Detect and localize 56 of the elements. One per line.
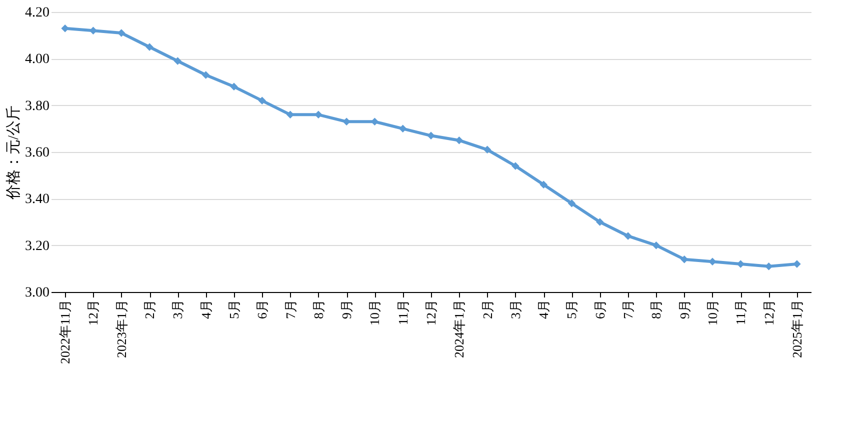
y-tick-label: 3.60: [25, 146, 50, 160]
y-tick-label: 4.00: [25, 52, 50, 68]
x-tick-label: 2023年1月: [114, 300, 129, 358]
point: [455, 136, 464, 144]
point: [342, 118, 350, 126]
point: [512, 162, 520, 170]
y-tick-label: 3.00: [25, 286, 50, 300]
x-tick-label: 3月: [508, 300, 523, 319]
point: [624, 232, 632, 240]
x-tick-label: 5月: [564, 300, 580, 319]
point: [427, 132, 435, 140]
x-tick-label: 10月: [704, 300, 720, 326]
point: [708, 258, 716, 266]
point: [146, 43, 154, 51]
x-tick-label: 8月: [310, 300, 326, 319]
x-tick-label: 12月: [86, 300, 101, 326]
y-axis-title: 价格：元/公斤: [5, 105, 22, 201]
x-tick-label: 6月: [254, 300, 270, 319]
point: [398, 124, 407, 133]
point: [314, 110, 322, 119]
x-tick-label: 6月: [592, 300, 608, 319]
x-tick-label: 3月: [170, 300, 186, 319]
x-tick-label: 7月: [620, 300, 636, 319]
x-tick-label: 12月: [761, 300, 776, 326]
x-tick-label: 2024年1月: [452, 300, 467, 358]
point: [568, 199, 576, 208]
x-tick-label: 7月: [282, 300, 298, 319]
x-tick-label: 4月: [198, 300, 214, 319]
x-tick-label: 2022年11月: [58, 300, 73, 364]
y-tick-label: 3.40: [25, 192, 50, 208]
x-tick-label: 11月: [395, 300, 410, 326]
point: [680, 255, 688, 264]
point: [596, 218, 604, 226]
x-tick-label: 9月: [339, 300, 354, 319]
point: [174, 57, 182, 65]
x-tick-label: 11月: [733, 300, 748, 326]
x-tick-label: 12月: [424, 300, 438, 326]
x-tick-label: 2025年1月: [789, 300, 804, 358]
point: [61, 24, 69, 32]
y-tick-label: 3.20: [25, 238, 50, 254]
point: [793, 260, 801, 268]
point: [483, 146, 492, 154]
point: [540, 180, 548, 189]
point: [652, 241, 660, 250]
y-tick-label: 4.20: [25, 6, 50, 20]
x-tick-label: 2月: [480, 300, 495, 319]
y-tick-label: 3.80: [25, 98, 50, 114]
x-tick-label: 4月: [536, 300, 552, 319]
x-tick-label: 10月: [367, 300, 382, 326]
x-tick-label: 5月: [226, 300, 242, 319]
point: [230, 82, 238, 91]
x-tick-label: 8月: [648, 300, 664, 319]
x-tick-label: 2月: [142, 300, 158, 319]
point: [258, 96, 266, 105]
point: [202, 71, 210, 79]
x-tick-label: 9月: [676, 300, 692, 319]
